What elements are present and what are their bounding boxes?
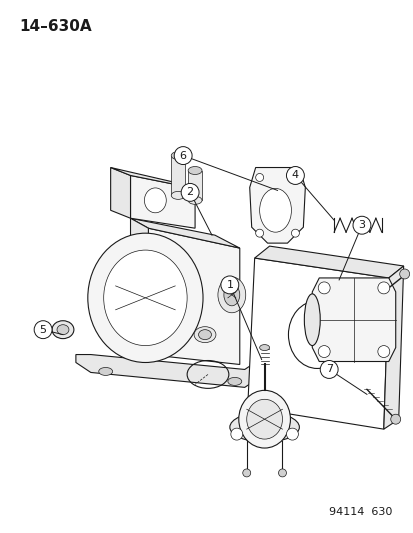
Polygon shape (247, 258, 388, 429)
Ellipse shape (227, 377, 241, 385)
Ellipse shape (144, 188, 166, 213)
Ellipse shape (223, 284, 239, 306)
Ellipse shape (238, 390, 290, 448)
Text: 2: 2 (186, 188, 193, 197)
Circle shape (278, 469, 286, 477)
Ellipse shape (103, 250, 187, 345)
Text: 5: 5 (40, 325, 47, 335)
Circle shape (174, 147, 192, 165)
Circle shape (377, 282, 389, 294)
Text: 7: 7 (325, 365, 332, 375)
Ellipse shape (52, 321, 74, 338)
Text: 94114  630: 94114 630 (328, 507, 392, 516)
Circle shape (230, 428, 242, 440)
Ellipse shape (98, 367, 112, 375)
Polygon shape (383, 266, 403, 429)
Text: 1: 1 (226, 280, 233, 290)
Circle shape (318, 282, 330, 294)
Polygon shape (110, 167, 130, 218)
Ellipse shape (246, 399, 282, 439)
Polygon shape (249, 167, 305, 243)
Circle shape (221, 276, 238, 294)
Ellipse shape (171, 191, 185, 199)
Circle shape (242, 469, 250, 477)
Ellipse shape (194, 327, 216, 343)
Polygon shape (76, 354, 259, 387)
Ellipse shape (259, 188, 291, 232)
Circle shape (255, 173, 263, 181)
Circle shape (291, 173, 299, 181)
Circle shape (34, 321, 52, 338)
Polygon shape (188, 171, 202, 200)
Circle shape (181, 183, 199, 201)
Circle shape (286, 428, 298, 440)
Polygon shape (130, 218, 239, 248)
Polygon shape (148, 228, 239, 365)
Ellipse shape (229, 412, 299, 442)
Polygon shape (254, 246, 403, 278)
Polygon shape (311, 278, 395, 361)
Ellipse shape (188, 196, 202, 204)
Circle shape (291, 229, 299, 237)
Ellipse shape (304, 294, 320, 345)
Circle shape (286, 166, 304, 184)
Polygon shape (130, 175, 195, 228)
Circle shape (318, 345, 330, 358)
Text: 14–630A: 14–630A (19, 19, 92, 34)
Circle shape (352, 216, 370, 234)
Circle shape (377, 345, 389, 358)
Circle shape (320, 360, 337, 378)
Ellipse shape (198, 330, 211, 340)
Polygon shape (171, 156, 185, 196)
Circle shape (390, 414, 400, 424)
Ellipse shape (188, 166, 202, 174)
Ellipse shape (217, 277, 245, 313)
Ellipse shape (171, 151, 185, 159)
Circle shape (255, 229, 263, 237)
Text: 4: 4 (291, 171, 298, 181)
Ellipse shape (57, 325, 69, 335)
Circle shape (399, 269, 408, 279)
Polygon shape (110, 167, 195, 188)
Ellipse shape (288, 301, 345, 368)
Polygon shape (130, 218, 148, 354)
Text: 3: 3 (358, 220, 365, 230)
Ellipse shape (88, 233, 202, 362)
Ellipse shape (259, 345, 269, 351)
Text: 6: 6 (179, 151, 186, 160)
